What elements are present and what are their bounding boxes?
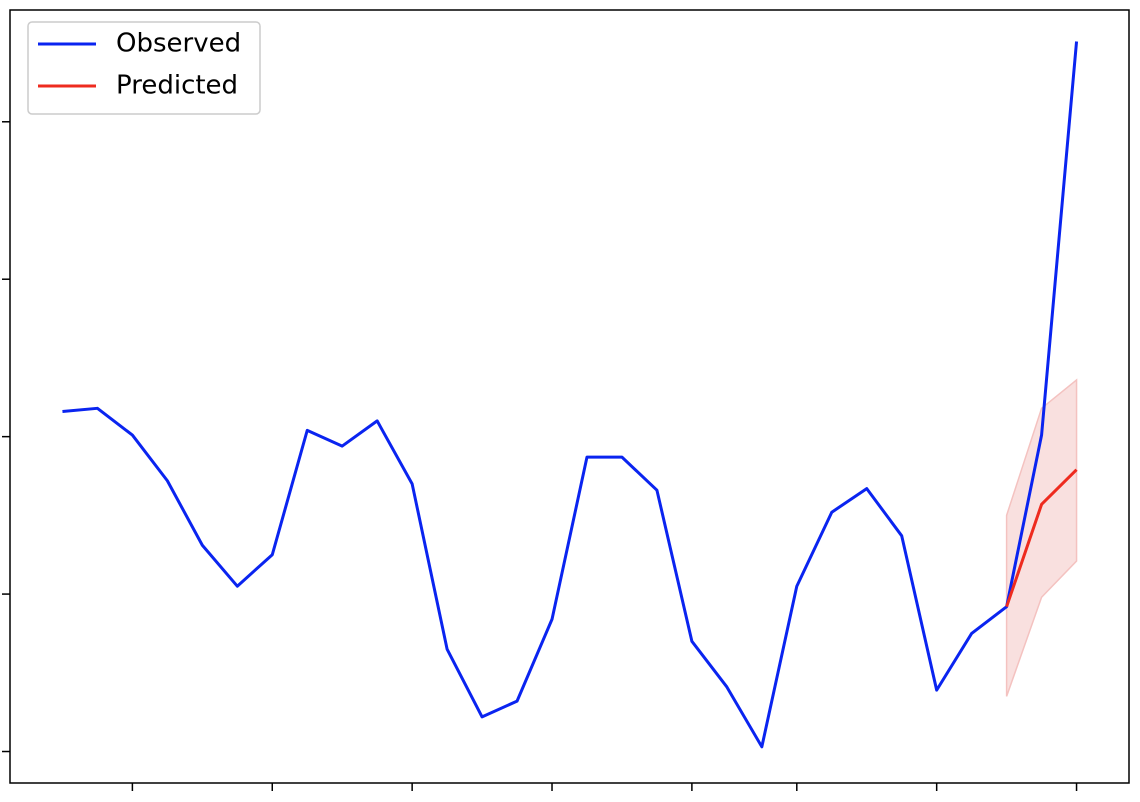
legend: Observed Predicted <box>27 21 261 115</box>
confidence-band <box>1005 378 1078 697</box>
legend-label: Predicted <box>116 71 238 101</box>
series-line <box>62 41 1079 749</box>
plot-frame <box>9 9 1130 784</box>
series-line <box>1005 468 1078 608</box>
legend-label: Observed <box>116 29 241 59</box>
